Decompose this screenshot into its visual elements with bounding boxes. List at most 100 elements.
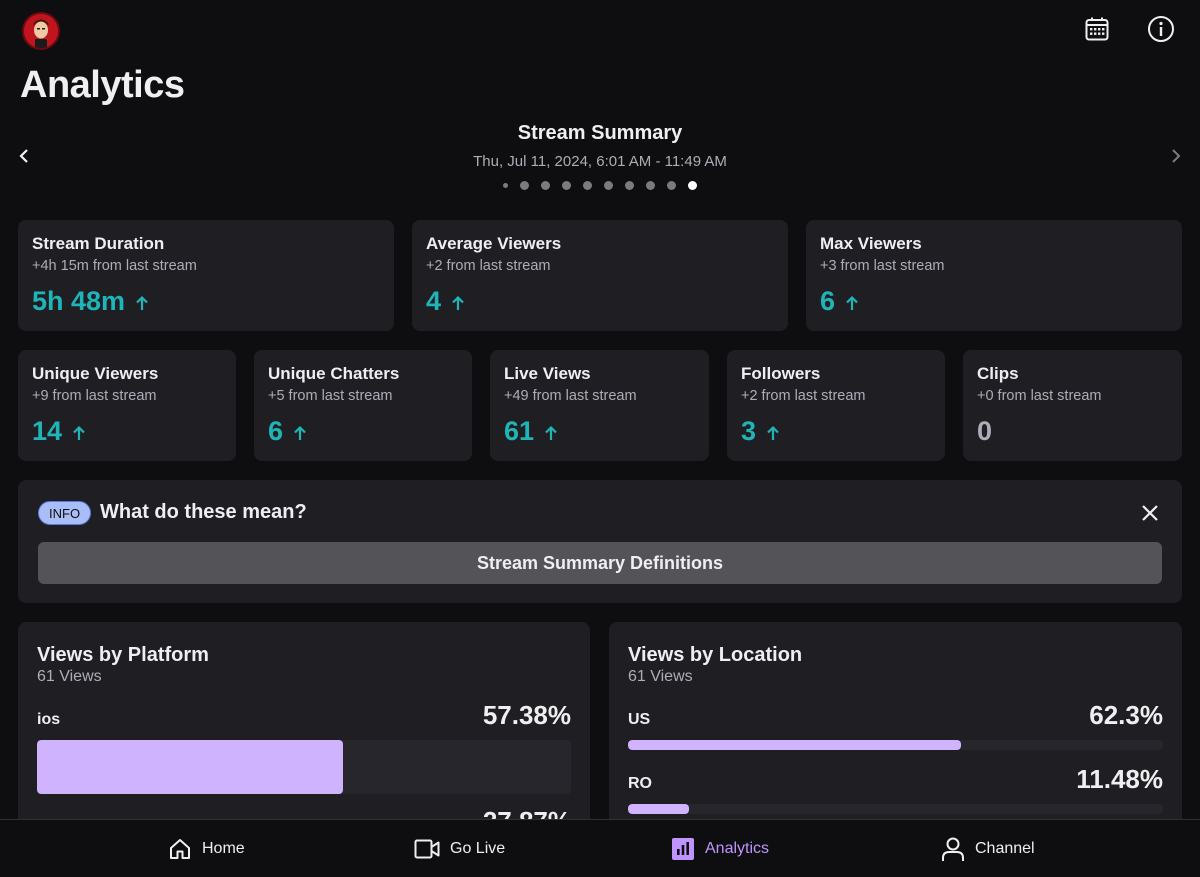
stat-card-stream-duration: Stream Duration +4h 15m from last stream… xyxy=(18,220,394,331)
location-bar-track xyxy=(628,804,1163,814)
stat-card-unique-viewers: Unique Viewers +9 from last stream 14 xyxy=(18,350,236,461)
nav-item-home[interactable]: Home xyxy=(168,820,245,877)
stat-value: 5h 48m xyxy=(32,286,126,316)
person-icon xyxy=(942,837,964,861)
location-bar-track xyxy=(628,740,1163,750)
stat-value: 6 xyxy=(820,286,836,316)
stat-delta: +49 from last stream xyxy=(504,388,637,404)
nav-item-channel[interactable]: Channel xyxy=(941,820,1035,877)
stat-label: Unique Chatters xyxy=(268,364,400,383)
stat-value-row: 61 xyxy=(504,416,695,447)
analytics-icon xyxy=(672,838,694,860)
stat-delta: +4h 15m from last stream xyxy=(32,258,197,274)
arrow-up-icon xyxy=(73,425,85,440)
stat-value: 0 xyxy=(977,416,993,446)
page-dot[interactable] xyxy=(604,181,613,190)
arrow-up-icon xyxy=(767,425,779,440)
nav-item-analytics[interactable]: Analytics xyxy=(671,820,769,877)
stat-value: 14 xyxy=(32,416,63,446)
home-icon xyxy=(170,839,190,859)
next-stream-button[interactable] xyxy=(1166,146,1186,166)
stat-delta: +2 from last stream xyxy=(426,258,551,274)
location-row-percent: 11.48% xyxy=(1076,764,1163,794)
close-icon[interactable] xyxy=(1138,501,1162,525)
location-row-label: RO xyxy=(628,775,652,792)
calendar-icon[interactable] xyxy=(1082,14,1112,44)
info-badge: INFO xyxy=(38,501,92,525)
location-bar-fill xyxy=(628,804,690,814)
stat-label: Live Views xyxy=(504,364,591,383)
location-row-percent: 62.3% xyxy=(1089,700,1163,730)
arrow-up-icon xyxy=(452,295,464,310)
stat-value-row: 0 xyxy=(977,416,1168,447)
chevron-left-icon xyxy=(19,149,28,163)
page-dot[interactable] xyxy=(583,181,592,190)
stat-label: Followers xyxy=(741,364,821,383)
arrow-up-icon xyxy=(545,425,557,440)
stat-card-clips: Clips +0 from last stream 0 xyxy=(963,350,1182,461)
stat-card-max-viewers: Max Viewers +3 from last stream 6 xyxy=(806,220,1182,331)
nav-label: Analytics xyxy=(705,840,770,857)
page-dot[interactable] xyxy=(625,181,634,190)
stat-delta: +0 from last stream xyxy=(977,388,1102,404)
page-dot[interactable] xyxy=(503,183,508,188)
location-bar-fill xyxy=(628,740,962,750)
page-dot[interactable] xyxy=(562,181,571,190)
stat-label: Average Viewers xyxy=(426,234,562,253)
stat-value-row: 5h 48m xyxy=(32,286,380,317)
page-dot[interactable] xyxy=(520,181,529,190)
nav-item-go-live[interactable]: Go Live xyxy=(414,820,505,877)
stat-delta: +9 from last stream xyxy=(32,388,157,404)
stat-delta: +5 from last stream xyxy=(268,388,393,404)
arrow-up-icon xyxy=(294,425,306,440)
panel-title: Views by Location xyxy=(628,644,803,666)
page-dot[interactable] xyxy=(667,181,676,190)
stat-label: Stream Duration xyxy=(32,234,165,253)
summary-date-range: Thu, Jul 11, 2024, 6:01 AM - 11:49 AM xyxy=(473,153,727,170)
stat-value: 61 xyxy=(504,416,535,446)
info-banner: INFO What do these mean? Stream Summary … xyxy=(18,480,1182,603)
views-by-location-panel: Views by Location 61 Views US 62.3% RO 1… xyxy=(609,622,1182,822)
stat-value-row: 6 xyxy=(820,286,1168,317)
info-icon[interactable] xyxy=(1146,14,1176,44)
stat-card-live-views: Live Views +49 from last stream 61 xyxy=(490,350,709,461)
stream-summary-definitions-button[interactable]: Stream Summary Definitions xyxy=(38,542,1162,584)
user-avatar[interactable] xyxy=(22,12,60,50)
stat-value-row: 14 xyxy=(32,416,222,447)
page-dot[interactable] xyxy=(688,181,697,190)
panel-subtitle: 61 Views xyxy=(37,668,102,685)
stat-card-unique-chatters: Unique Chatters +5 from last stream 6 xyxy=(254,350,472,461)
arrow-up-icon xyxy=(136,295,148,310)
avatar-image xyxy=(24,14,58,48)
stat-value-row: 3 xyxy=(741,416,931,447)
location-row-label: US xyxy=(628,711,651,728)
page-dot[interactable] xyxy=(541,181,550,190)
stat-card-followers: Followers +2 from last stream 3 xyxy=(727,350,945,461)
stat-label: Max Viewers xyxy=(820,234,922,253)
platform-row-percent: 57.38% xyxy=(482,700,571,730)
platform-row-label: ios xyxy=(37,711,61,728)
platform-bar-fill xyxy=(37,740,344,794)
page-title: Analytics xyxy=(20,64,185,106)
nav-label: Home xyxy=(202,840,245,857)
nav-label: Channel xyxy=(975,840,1035,857)
panel-title: Views by Platform xyxy=(37,644,209,666)
stat-value: 6 xyxy=(268,416,284,446)
stat-value: 3 xyxy=(741,416,757,446)
info-heading: What do these mean? xyxy=(100,501,307,523)
stat-value-row: 6 xyxy=(268,416,458,447)
platform-row-percent: 27.87% xyxy=(482,806,571,822)
stat-delta: +3 from last stream xyxy=(820,258,945,274)
camera-icon xyxy=(414,839,440,859)
summary-title: Stream Summary xyxy=(517,122,683,144)
page-dot[interactable] xyxy=(646,181,655,190)
panel-subtitle: 61 Views xyxy=(628,668,693,685)
stat-label: Unique Viewers xyxy=(32,364,159,383)
stat-value: 4 xyxy=(426,286,442,316)
platform-bar-track xyxy=(37,740,571,794)
nav-label: Go Live xyxy=(450,840,506,857)
chevron-right-icon xyxy=(1172,149,1181,163)
views-by-platform-panel: Views by Platform 61 Views ios 57.38% 27… xyxy=(18,622,590,822)
previous-stream-button[interactable] xyxy=(14,146,34,166)
